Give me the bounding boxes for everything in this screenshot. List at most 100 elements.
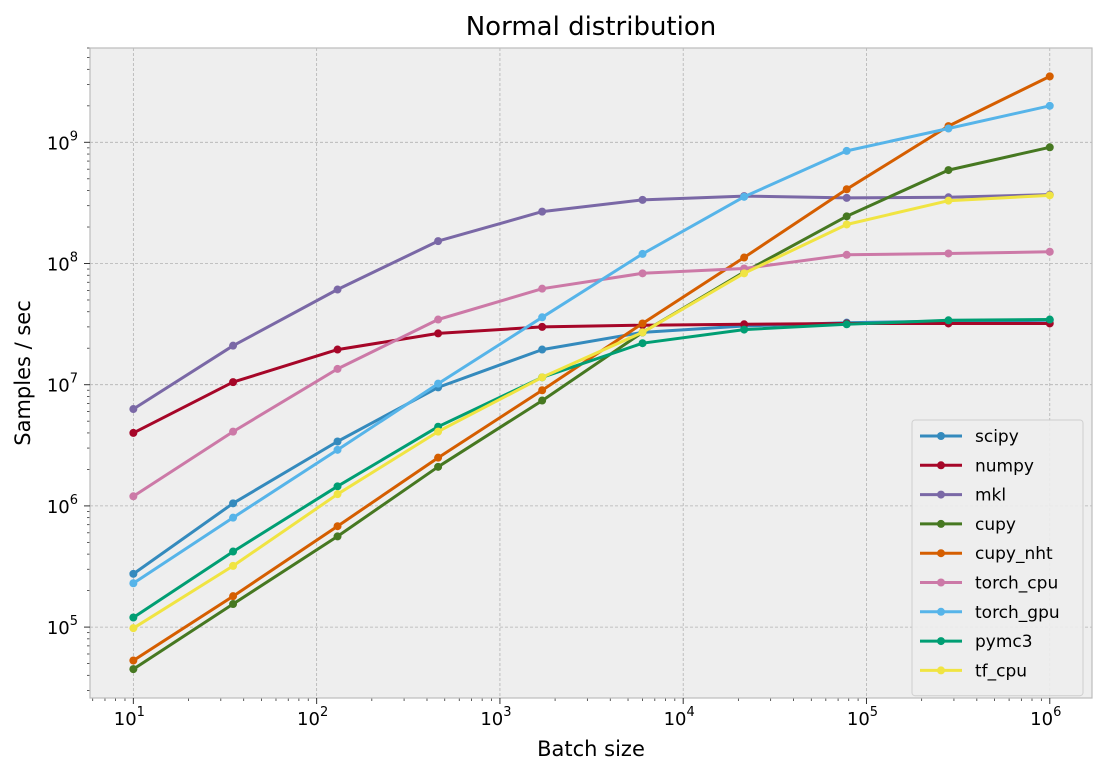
x-axis-label: Batch size <box>537 737 645 761</box>
legend-swatch-marker <box>937 607 945 616</box>
data-point <box>740 325 749 334</box>
data-point <box>538 373 547 382</box>
data-point <box>842 212 851 221</box>
data-point <box>434 329 443 338</box>
data-point <box>434 462 443 471</box>
legend-item-torch_cpu: torch_cpu <box>920 574 1058 594</box>
data-point <box>1045 101 1054 110</box>
data-point <box>538 284 547 293</box>
legend-item-scipy: scipy <box>920 427 1019 447</box>
x-axis-ticks: 101 102 103 104 105 106 <box>114 698 1061 730</box>
series-line <box>132 104 1051 585</box>
legend-label: scipy <box>975 427 1019 447</box>
data-point <box>842 250 851 259</box>
y-tick-label: 107 <box>47 372 78 397</box>
series-line <box>132 193 1050 411</box>
x-tick-label: 104 <box>664 705 695 730</box>
chart-title: Normal distribution <box>466 12 717 42</box>
data-point <box>1045 72 1054 81</box>
data-point <box>842 320 851 329</box>
y-axis-label: Samples / sec <box>11 300 35 446</box>
legend-item-pymc3: pymc3 <box>920 632 1033 652</box>
data-point <box>333 364 342 373</box>
x-tick-label: 105 <box>847 705 878 730</box>
data-point <box>129 579 138 588</box>
data-point <box>638 328 647 337</box>
series-line <box>132 250 1050 498</box>
y-tick-label: 106 <box>47 493 78 518</box>
data-point <box>229 600 238 609</box>
data-point <box>229 561 238 570</box>
data-point <box>538 313 547 322</box>
data-point <box>944 124 953 133</box>
series-line <box>132 145 1051 671</box>
data-point <box>229 341 238 350</box>
data-point <box>740 253 749 262</box>
data-point <box>333 490 342 499</box>
data-point <box>129 665 138 674</box>
legend-box <box>911 419 1084 697</box>
data-point <box>740 269 749 278</box>
legend-swatch-marker <box>937 637 945 646</box>
data-point <box>129 405 138 414</box>
series-torch_cpu <box>129 247 1054 501</box>
data-point <box>538 386 547 395</box>
data-point <box>1045 315 1054 324</box>
legend-swatch-marker <box>937 549 945 558</box>
data-point <box>229 547 238 556</box>
legend-label: mkl <box>975 486 1006 506</box>
data-point <box>229 427 238 436</box>
data-point <box>434 315 443 324</box>
legend-label: pymc3 <box>975 632 1033 652</box>
x-tick-label: 103 <box>480 705 511 730</box>
data-point <box>333 522 342 531</box>
legend-label: torch_gpu <box>975 603 1060 623</box>
legend-item-cupy_nht: cupy_nht <box>920 544 1053 564</box>
data-point <box>129 428 138 437</box>
data-point <box>538 207 547 216</box>
data-point <box>538 396 547 405</box>
data-point <box>129 569 138 578</box>
y-tick-label: 108 <box>47 251 78 276</box>
data-point <box>638 319 647 328</box>
data-point <box>944 196 953 205</box>
legend-label: numpy <box>975 456 1034 476</box>
series-line <box>132 193 1050 630</box>
data-point <box>229 378 238 387</box>
data-point <box>538 345 547 354</box>
data-point <box>333 345 342 354</box>
data-point <box>229 499 238 508</box>
data-point <box>434 237 443 246</box>
x-tick-label: 102 <box>297 705 328 730</box>
legend-item-cupy: cupy <box>920 515 1016 535</box>
data-point <box>638 195 647 204</box>
series-line <box>132 318 1050 619</box>
data-point <box>638 269 647 278</box>
data-point <box>1045 143 1054 152</box>
data-point <box>229 592 238 601</box>
data-point <box>638 249 647 258</box>
data-point <box>944 166 953 175</box>
series-torch_gpu <box>129 101 1054 588</box>
legend-swatch-marker <box>937 490 945 499</box>
data-point <box>842 146 851 155</box>
legend-swatch-marker <box>937 432 945 440</box>
data-point <box>434 379 443 388</box>
legend-label: cupy_nht <box>975 544 1053 564</box>
legend-item-numpy: numpy <box>920 456 1034 476</box>
data-point <box>842 220 851 229</box>
legend-label: tf_cpu <box>975 661 1027 681</box>
data-point <box>129 492 138 501</box>
data-point <box>129 656 138 665</box>
data-point <box>129 613 138 622</box>
y-tick-label: 109 <box>47 129 78 154</box>
data-point <box>333 532 342 541</box>
data-point <box>333 482 342 491</box>
grid <box>90 48 1092 698</box>
legend: scipy numpy mkl cupy cupy_nht torch_cpu torch_… <box>911 419 1084 697</box>
data-point <box>740 192 749 201</box>
data-point <box>229 513 238 522</box>
data-point <box>944 316 953 325</box>
data-point <box>842 185 851 194</box>
